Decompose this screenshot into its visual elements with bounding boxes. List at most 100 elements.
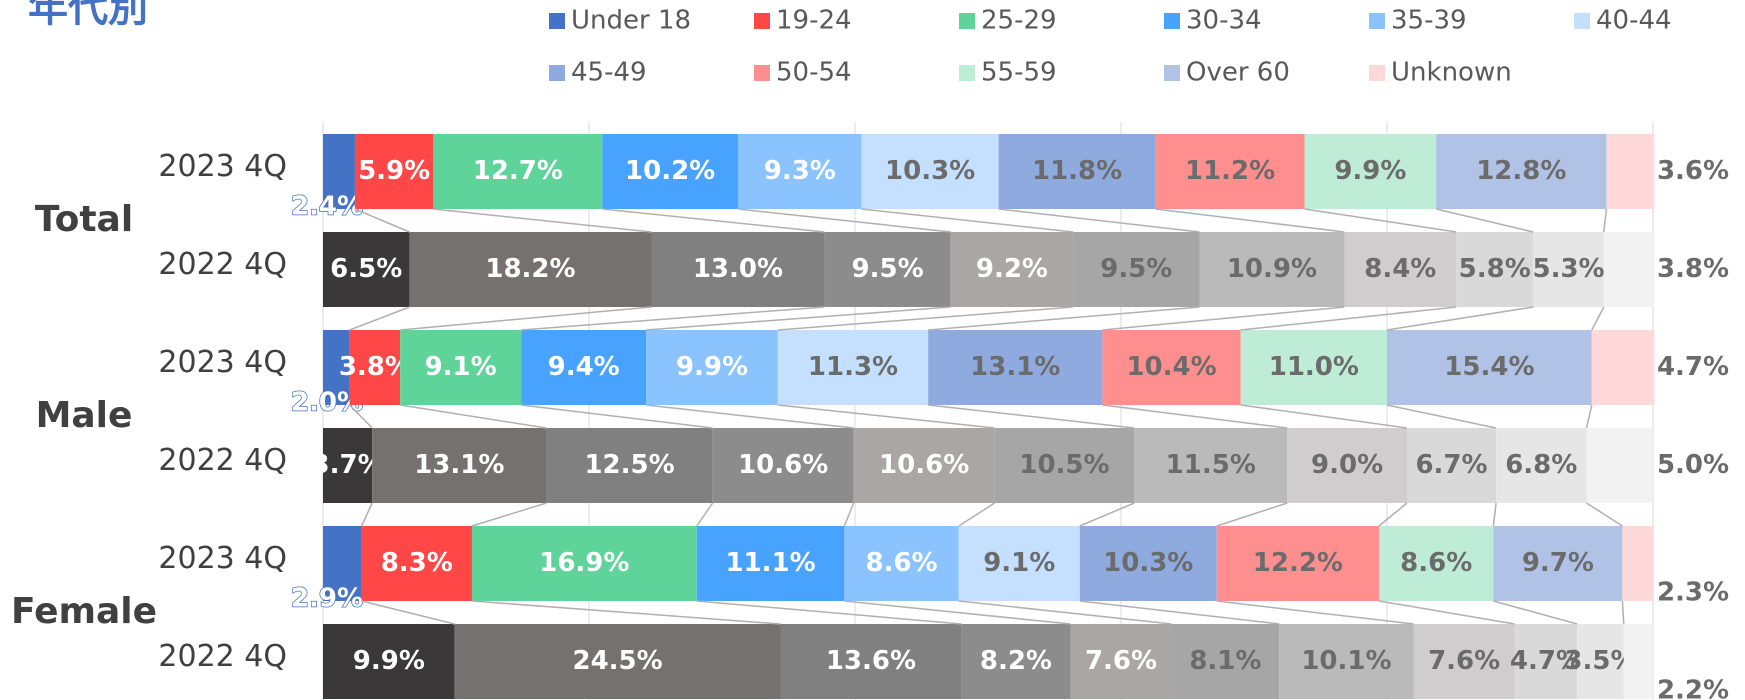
connector [471, 600, 781, 625]
legend-swatch [549, 65, 565, 81]
data-label: 9.1% [425, 352, 497, 382]
legend-swatch [959, 65, 975, 81]
bar-segment [646, 330, 778, 405]
connector [602, 208, 825, 233]
connector [1492, 502, 1497, 527]
bar-segment [409, 232, 652, 307]
bar-segment [712, 428, 854, 503]
data-label: 8.1% [1189, 646, 1261, 676]
data-label: 10.9% [1227, 254, 1317, 284]
bar-segment [928, 330, 1103, 405]
bar-segment [372, 428, 547, 503]
group-label: Total [35, 199, 133, 240]
bar-segment [361, 526, 472, 601]
bar-segment [1436, 134, 1607, 209]
bar-segment [961, 624, 1071, 699]
bar-segment [454, 624, 781, 699]
y-tick-label: 2023 4Q [158, 345, 287, 380]
data-label: 3.6% [1657, 156, 1729, 186]
data-label: 10.6% [879, 450, 969, 480]
bar-segment [1079, 526, 1217, 601]
legend-label: 19-24 [776, 6, 852, 36]
bar-segment [1514, 624, 1578, 699]
data-label: 2.3% [1657, 578, 1729, 608]
legend-swatch [959, 13, 975, 29]
bar-segment [1622, 526, 1653, 601]
data-label: 10.2% [625, 156, 715, 186]
connector [696, 600, 962, 625]
bar-segment [471, 526, 697, 601]
chart-title: 年代別 [28, 0, 148, 31]
bar-segment [1493, 526, 1623, 601]
data-label: 9.7% [1522, 548, 1594, 578]
connector [1591, 306, 1605, 331]
legend-swatch [754, 65, 770, 81]
data-label: 8.2% [980, 646, 1052, 676]
legend-label: 55-59 [981, 58, 1057, 88]
connector [1079, 600, 1280, 625]
group-label: Male [36, 395, 133, 436]
bar-segment [1073, 232, 1200, 307]
bar-segment [861, 134, 999, 209]
connector [1621, 600, 1625, 625]
legend-label: 25-29 [981, 6, 1057, 36]
legend-swatch [1164, 65, 1180, 81]
data-label: 13.6% [826, 646, 916, 676]
y-tick-label: 2022 4Q [158, 639, 287, 674]
connector [471, 502, 547, 527]
data-label: 11.1% [725, 548, 815, 578]
bar-segment [1533, 232, 1604, 307]
bar-segment [1623, 624, 1653, 699]
data-label: 2.2% [1657, 676, 1729, 700]
connector [1240, 404, 1408, 429]
data-label: 16.9% [539, 548, 629, 578]
data-label: 11.3% [808, 352, 898, 382]
connector [696, 502, 714, 527]
connector [1155, 208, 1345, 233]
bar-segment [1387, 330, 1592, 405]
data-label: 2.4% [291, 192, 363, 222]
connector [1585, 404, 1593, 429]
connector [1102, 404, 1288, 429]
y-tick-label: 2022 4Q [158, 443, 287, 478]
connector [998, 208, 1200, 233]
bar-segment [998, 134, 1156, 209]
data-label: 8.4% [1364, 254, 1436, 284]
connector [777, 306, 1074, 331]
connector [354, 208, 410, 233]
legend-label: 45-49 [571, 58, 647, 88]
connector [958, 502, 996, 527]
connector [737, 208, 951, 233]
data-label: 11.2% [1185, 156, 1275, 186]
bar-segment [780, 624, 962, 699]
connector [843, 502, 855, 527]
data-label: 11.8% [1032, 156, 1122, 186]
connector [928, 306, 1200, 331]
bar-segment [1134, 428, 1288, 503]
bar-segment [844, 526, 959, 601]
bar-segment [777, 330, 929, 405]
data-label: 7.6% [1428, 646, 1500, 676]
data-label: 5.0% [1657, 450, 1729, 480]
legend-label: 40-44 [1596, 6, 1672, 36]
data-label: 2.9% [291, 584, 363, 614]
legend-swatch [754, 13, 770, 29]
bar-segment [349, 330, 401, 405]
connector [1079, 502, 1135, 527]
bar-segment [546, 428, 713, 503]
legend-label: 30-34 [1186, 6, 1262, 36]
data-label: 15.4% [1444, 352, 1534, 382]
data-label: 9.9% [1334, 156, 1406, 186]
legend-swatch [1369, 13, 1385, 29]
data-label: 3.8% [339, 352, 411, 382]
data-label: 6.8% [1505, 450, 1577, 480]
connector [521, 306, 825, 331]
bar-segment [323, 232, 410, 307]
bar-segment [1456, 232, 1534, 307]
connector [777, 404, 995, 429]
data-label: 24.5% [572, 646, 662, 676]
data-label: 8.6% [1400, 548, 1472, 578]
connector [1102, 306, 1345, 331]
legend-swatch [1164, 13, 1180, 29]
data-label: 12.2% [1253, 548, 1343, 578]
